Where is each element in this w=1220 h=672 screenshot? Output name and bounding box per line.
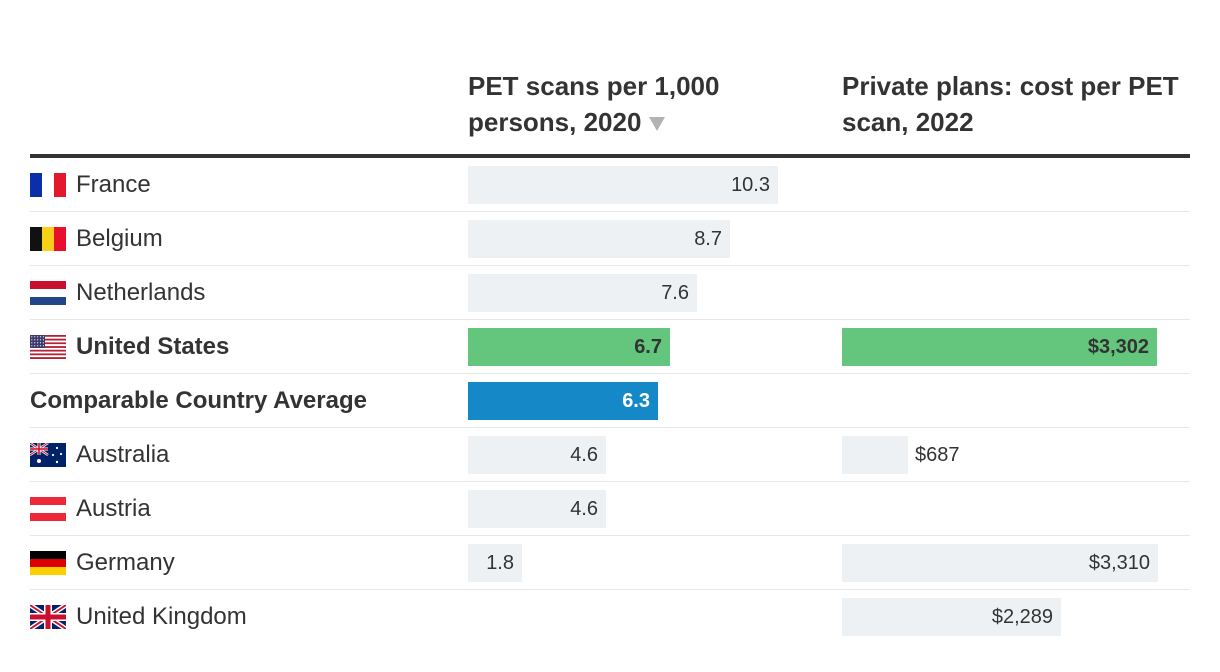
australia-flag-icon — [30, 443, 66, 467]
header-divider — [30, 154, 1190, 158]
row-label-australia: Australia — [30, 428, 169, 482]
table-row: Belgium 8.7 — [0, 212, 1220, 266]
row-divider — [30, 265, 1190, 266]
country-name: France — [76, 171, 151, 198]
table-row: United Kingdom $2,289 — [0, 590, 1220, 644]
pet-scans-bar: 7.6 — [468, 274, 697, 312]
row-divider — [30, 211, 1190, 212]
table-row: Germany 1.8 $3,310 — [0, 536, 1220, 590]
column-header-cost[interactable]: Private plans: cost per PET scan, 2022 — [842, 68, 1182, 140]
row-label-austria: Austria — [30, 482, 151, 536]
country-name: United States — [76, 333, 230, 360]
cost-value: $3,310 — [1088, 551, 1150, 574]
country-name: Austria — [76, 495, 151, 522]
pet-scans-value: 4.6 — [570, 497, 598, 520]
pet-scans-bar: 4.6 — [468, 436, 606, 474]
united-kingdom-flag-icon — [30, 605, 66, 629]
cost-bar: $3,310 — [842, 544, 1158, 582]
table-header: PET scans per 1,000 persons, 2020 Privat… — [0, 0, 1220, 158]
row-label-comparable-country-average: Comparable Country Average — [30, 374, 367, 428]
pet-scans-bar: 4.6 — [468, 490, 606, 528]
cost-value: $2,289 — [991, 605, 1053, 628]
austria-flag-icon — [30, 497, 66, 521]
row-divider — [30, 427, 1190, 428]
table-row: Netherlands 7.6 — [0, 266, 1220, 320]
table-row: Australia 4.6 $687 — [0, 428, 1220, 482]
table-row: Austria 4.6 — [0, 482, 1220, 536]
row-label-united-kingdom: United Kingdom — [30, 590, 247, 644]
country-name: Australia — [76, 441, 170, 468]
cost-bar — [842, 436, 908, 474]
belgium-flag-icon — [30, 227, 66, 251]
cost-bar: $2,289 — [842, 598, 1061, 636]
pet-scans-bar: 6.3 — [468, 382, 658, 420]
netherlands-flag-icon — [30, 281, 66, 305]
france-flag-icon — [30, 173, 66, 197]
chart-rows: France 10.3 Belgium 8.7 Netherlands 7.6 United… — [0, 158, 1220, 644]
row-label-germany: Germany — [30, 536, 175, 590]
table-row: Comparable Country Average 6.3 — [0, 374, 1220, 428]
pet-scans-value: 8.7 — [694, 227, 722, 250]
pet-scans-bar: 10.3 — [468, 166, 778, 204]
pet-scans-bar: 1.8 — [468, 544, 522, 582]
column-header-pet-scans[interactable]: PET scans per 1,000 persons, 2020 — [468, 68, 768, 140]
cost-value: $3,302 — [1087, 335, 1149, 358]
country-name: United Kingdom — [76, 603, 247, 630]
country-name: Comparable Country Average — [30, 387, 367, 414]
germany-flag-icon — [30, 551, 66, 575]
sort-descending-icon[interactable] — [649, 117, 666, 132]
row-divider — [30, 373, 1190, 374]
pet-scans-value: 4.6 — [570, 443, 598, 466]
row-divider — [30, 319, 1190, 320]
pet-scans-value: 6.3 — [622, 389, 650, 412]
column-title-pet-scans: PET scans per 1,000 persons, 2020 — [468, 71, 720, 137]
cost-value: $687 — [915, 443, 960, 466]
pet-scans-value: 6.7 — [634, 335, 662, 358]
pet-scans-value: 7.6 — [661, 281, 689, 304]
row-divider — [30, 589, 1190, 590]
row-label-france: France — [30, 158, 151, 212]
pet-scans-bar: 6.7 — [468, 328, 670, 366]
table-row: France 10.3 — [0, 158, 1220, 212]
pet-scans-value: 10.3 — [731, 173, 770, 196]
pet-scans-bar: 8.7 — [468, 220, 730, 258]
country-name: Germany — [76, 549, 175, 576]
column-title-cost: Private plans: cost per PET scan, 2022 — [842, 71, 1179, 137]
country-name: Belgium — [76, 225, 163, 252]
united-states-flag-icon — [30, 335, 66, 359]
country-name: Netherlands — [76, 279, 206, 306]
cost-value-outside: $687 — [915, 436, 960, 474]
row-divider — [30, 535, 1190, 536]
row-label-united-states: United States — [30, 320, 229, 374]
row-divider — [30, 481, 1190, 482]
table-row: United States 6.7 $3,302 — [0, 320, 1220, 374]
row-label-belgium: Belgium — [30, 212, 163, 266]
pet-scans-value: 1.8 — [486, 551, 514, 574]
row-label-netherlands: Netherlands — [30, 266, 205, 320]
cost-bar: $3,302 — [842, 328, 1157, 366]
